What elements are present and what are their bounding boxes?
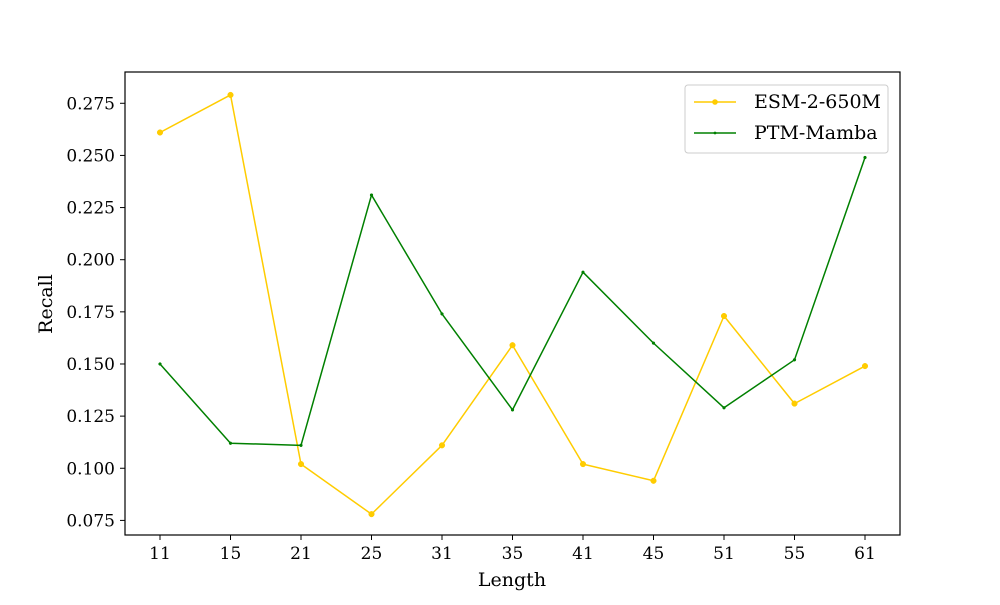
- y-tick-label: 0.275: [66, 94, 115, 114]
- data-point-ptm-mamba: [369, 193, 374, 197]
- data-point-esm-2-650m: [579, 461, 587, 468]
- data-point-esm-2-650m: [368, 511, 375, 518]
- data-point-ptm-mamba: [158, 362, 162, 366]
- data-point-esm-2-650m: [297, 461, 305, 468]
- x-tick-label: 11: [149, 544, 171, 564]
- data-point-ptm-mamba: [440, 312, 444, 316]
- data-point-esm-2-650m: [509, 342, 516, 349]
- data-point-esm-2-650m: [438, 442, 446, 449]
- plot-frame: [124, 71, 901, 536]
- series-line-esm-2-650m: [159, 94, 866, 515]
- data-point-ptm-mamba: [722, 406, 726, 410]
- x-axis-ticks: 11 15 21 25 31 35 41 45 51 55 61: [149, 535, 876, 564]
- x-tick-label: 35: [502, 544, 524, 564]
- data-point-ptm-mamba: [581, 270, 585, 274]
- legend-marker-esm-2-650m: [712, 99, 718, 105]
- series-line-ptm-mamba: [159, 157, 866, 447]
- x-axis-label: Length: [478, 569, 546, 591]
- x-tick-label: 25: [361, 544, 383, 564]
- y-tick-label: 0.175: [66, 303, 115, 323]
- data-point-ptm-mamba: [299, 443, 303, 447]
- data-point-ptm-mamba: [510, 408, 515, 412]
- data-point-esm-2-650m: [650, 477, 657, 484]
- x-tick-label: 31: [431, 544, 453, 564]
- y-tick-label: 0.075: [66, 511, 115, 531]
- legend-label-esm-2-650m: ESM-2-650M: [754, 91, 881, 113]
- y-tick-label: 0.200: [66, 251, 115, 271]
- data-point-ptm-mamba: [651, 341, 656, 345]
- x-tick-label: 15: [220, 544, 242, 564]
- legend-label-ptm-mamba: PTM-Mamba: [754, 122, 878, 144]
- data-point-esm-2-650m: [720, 312, 728, 320]
- legend: ESM-2-650M PTM-Mamba: [684, 84, 889, 154]
- data-point-esm-2-650m: [791, 400, 798, 407]
- x-tick-label: 55: [784, 544, 806, 564]
- data-point-ptm-mamba: [863, 155, 867, 160]
- legend-marker-ptm-mamba: [713, 131, 717, 135]
- y-tick-label: 0.125: [66, 407, 115, 427]
- y-tick-label: 0.150: [66, 355, 115, 375]
- x-tick-label: 61: [854, 544, 876, 564]
- x-tick-label: 41: [572, 544, 594, 564]
- data-point-esm-2-650m: [861, 363, 869, 370]
- x-tick-label: 45: [643, 544, 665, 564]
- x-tick-label: 51: [713, 544, 735, 564]
- y-axis-ticks: 0.075 0.100 0.125 0.150 0.175 0.200 0.225 0.250…: [66, 94, 125, 531]
- data-point-ptm-mamba: [228, 441, 233, 445]
- data-point-esm-2-650m: [156, 129, 164, 136]
- y-tick-label: 0.225: [66, 199, 115, 219]
- y-tick-label: 0.250: [66, 146, 115, 166]
- y-axis-label: Recall: [35, 274, 57, 334]
- y-tick-label: 0.100: [66, 459, 115, 479]
- x-tick-label: 21: [290, 544, 312, 564]
- series-layer: [156, 91, 869, 518]
- data-point-ptm-mamba: [792, 358, 797, 362]
- data-point-esm-2-650m: [227, 91, 234, 98]
